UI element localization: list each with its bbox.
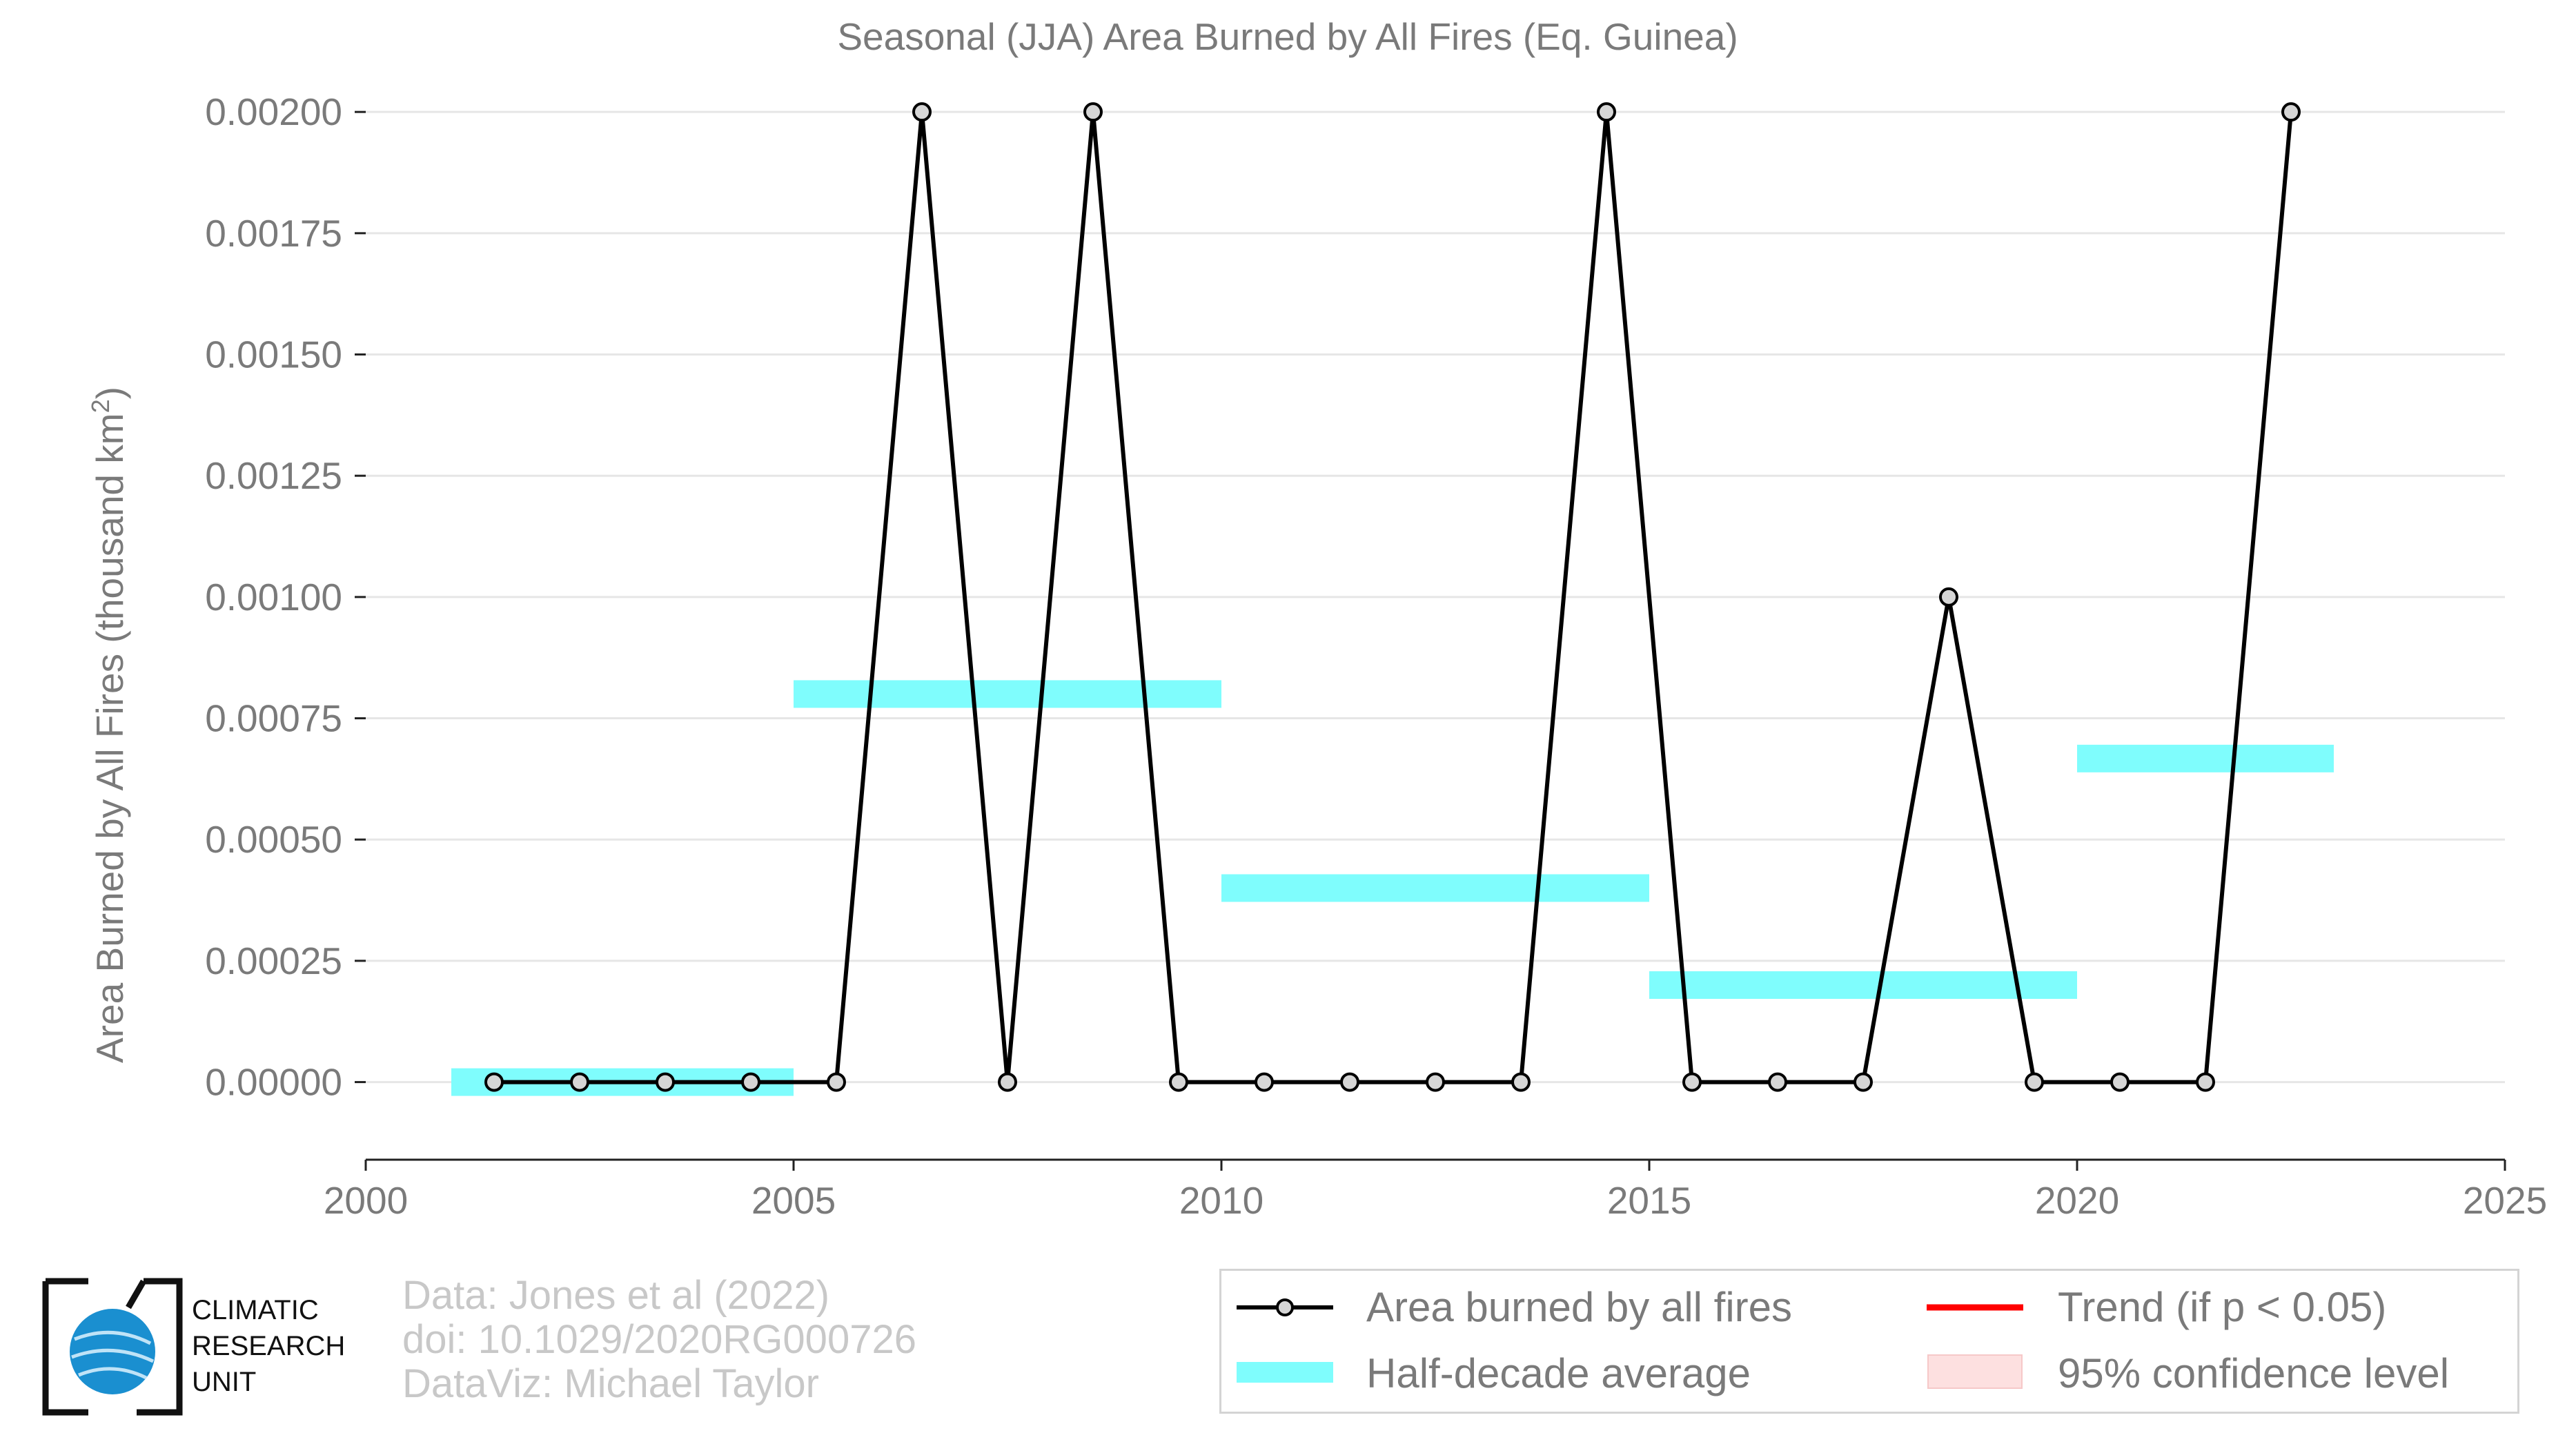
data-point	[656, 1072, 675, 1092]
x-axis: 2000 2005 2010 2015 2020 2025	[324, 1158, 2547, 1222]
cru-wordmark: CLIMATIC RESEARCH UNIT	[192, 1292, 345, 1400]
legend-key-trend	[1927, 1304, 2023, 1311]
y-tick-label: 0.00050	[205, 818, 342, 861]
legend-label-confidence: 95% confidence level	[2058, 1350, 2450, 1396]
x-tick-label: 2015	[1607, 1179, 1691, 1222]
series-area-burned	[484, 102, 2301, 1092]
data-point	[1340, 1072, 1359, 1092]
legend-label-trend: Trend (if p < 0.05)	[2058, 1284, 2387, 1330]
credit-data-source: Data: Jones et al (2022)	[402, 1273, 830, 1318]
y-tick-label: 0.00200	[205, 90, 342, 133]
data-point	[998, 1072, 1017, 1092]
y-tick-label: 0.00125	[205, 454, 342, 497]
data-point	[1597, 102, 1616, 122]
chart-title: Seasonal (JJA) Area Burned by All Fires …	[837, 15, 1738, 58]
series-line	[494, 111, 2293, 1084]
half-decade-band	[1221, 874, 1649, 902]
half-decade-band	[1649, 971, 2077, 1000]
data-point	[2281, 102, 2301, 122]
half-decade-band	[2077, 744, 2334, 772]
data-point	[2025, 1072, 2044, 1092]
data-point	[1426, 1072, 1445, 1092]
y-axis: 0.00000 0.00025 0.00050 0.00075 0.00100 0.001…	[205, 90, 366, 1104]
data-point	[1768, 1072, 1787, 1092]
legend-label-area-burned: Area burned by all fires	[1366, 1284, 1792, 1330]
half-decade-band	[794, 680, 1221, 708]
x-tick-label: 2005	[751, 1179, 836, 1222]
legend-label-half-decade: Half-decade average	[1366, 1350, 1751, 1396]
data-point	[2196, 1072, 2215, 1092]
half-decade-bands	[451, 680, 2334, 1096]
data-point	[1511, 1072, 1531, 1092]
cru-logo	[42, 1278, 183, 1416]
data-credits: Data: Jones et al (2022) doi: 10.1029/20…	[402, 1274, 916, 1406]
data-point	[2110, 1072, 2130, 1092]
y-tick-label: 0.00100	[205, 576, 342, 619]
y-tick-label: 0.00025	[205, 939, 342, 982]
y-tick-label: 0.00150	[205, 333, 342, 376]
y-axis-label-sup: 2	[86, 399, 115, 413]
credit-doi: doi: 10.1029/2020RG000726	[402, 1317, 916, 1362]
x-tick-label: 2000	[324, 1179, 408, 1222]
x-tick-label: 2025	[2463, 1179, 2547, 1222]
legend-key-area-burned	[1237, 1298, 1333, 1316]
x-tick-label: 2010	[1179, 1179, 1264, 1222]
y-tick-label: 0.00075	[205, 697, 342, 740]
cru-line-3: UNIT	[192, 1367, 257, 1397]
y-axis-label: Area Burned by All Fires (thousand km2)	[86, 387, 132, 1063]
data-point	[484, 1072, 504, 1092]
y-tick-label: 0.00175	[205, 212, 342, 255]
y-tick-label: 0.00000	[205, 1061, 342, 1104]
y-axis-label-main: Area Burned by All Fires (thousand km	[88, 413, 131, 1063]
gridlines	[366, 110, 2505, 1084]
credit-dataviz: DataViz: Michael Taylor	[402, 1361, 819, 1406]
data-point	[912, 102, 932, 122]
data-point	[1083, 102, 1103, 122]
data-point	[570, 1072, 589, 1092]
cru-line-1: CLIMATIC	[192, 1295, 319, 1325]
cru-line-2: RESEARCH	[192, 1331, 346, 1361]
data-point	[1169, 1072, 1188, 1092]
y-axis-label-close: )	[88, 387, 131, 399]
data-point	[1939, 587, 1958, 607]
data-point	[827, 1072, 846, 1092]
x-tick-label: 2020	[2035, 1179, 2119, 1222]
legend-key-confidence	[1927, 1354, 2023, 1389]
data-point	[741, 1072, 760, 1092]
data-point	[1255, 1072, 1274, 1092]
data-point	[1854, 1072, 1873, 1092]
data-point	[1682, 1072, 1702, 1092]
legend-key-half-decade	[1237, 1362, 1333, 1383]
legend: Area burned by all fires Trend (if p < 0…	[1219, 1269, 2519, 1414]
globe-icon	[42, 1278, 183, 1416]
